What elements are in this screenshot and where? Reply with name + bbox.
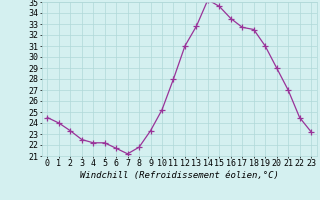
X-axis label: Windchill (Refroidissement éolien,°C): Windchill (Refroidissement éolien,°C) (80, 171, 279, 180)
